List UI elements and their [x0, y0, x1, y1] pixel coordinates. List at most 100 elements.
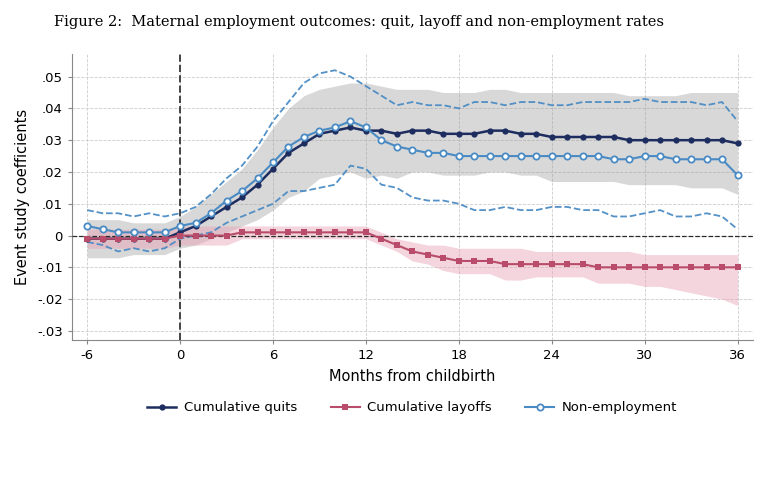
Cumulative layoffs	[423, 251, 432, 257]
Cumulative quits	[671, 137, 680, 143]
Cumulative quits	[346, 124, 355, 130]
Line: Cumulative layoffs: Cumulative layoffs	[84, 229, 740, 271]
Cumulative layoffs	[315, 229, 324, 235]
Non-employment	[594, 153, 603, 159]
Non-employment	[377, 137, 386, 143]
Non-employment	[470, 153, 479, 159]
Cumulative quits	[470, 131, 479, 137]
Cumulative layoffs	[160, 236, 169, 242]
Non-employment	[733, 172, 742, 178]
Cumulative layoffs	[717, 264, 727, 270]
Cumulative quits	[501, 128, 510, 134]
Cumulative layoffs	[377, 236, 386, 242]
Cumulative layoffs	[268, 229, 277, 235]
Cumulative layoffs	[609, 264, 618, 270]
Cumulative quits	[315, 131, 324, 137]
Cumulative layoffs	[702, 264, 711, 270]
Cumulative layoffs	[98, 236, 108, 242]
Non-employment	[640, 153, 649, 159]
Non-employment	[531, 153, 541, 159]
Cumulative quits	[377, 128, 386, 134]
Cumulative quits	[640, 137, 649, 143]
Cumulative layoffs	[656, 264, 665, 270]
Cumulative layoffs	[361, 229, 370, 235]
Non-employment	[501, 153, 510, 159]
Cumulative quits	[624, 137, 634, 143]
Cumulative layoffs	[300, 229, 309, 235]
Cumulative quits	[300, 140, 309, 146]
Cumulative quits	[485, 128, 495, 134]
Cumulative quits	[687, 137, 696, 143]
Cumulative layoffs	[547, 261, 556, 267]
Non-employment	[114, 229, 123, 235]
Cumulative quits	[284, 150, 293, 156]
Cumulative layoffs	[408, 248, 417, 254]
Cumulative quits	[563, 134, 572, 140]
Cumulative layoffs	[501, 261, 510, 267]
Cumulative quits	[129, 236, 138, 242]
Cumulative layoffs	[687, 264, 696, 270]
Cumulative quits	[609, 134, 618, 140]
Non-employment	[454, 153, 463, 159]
Non-employment	[144, 229, 154, 235]
Non-employment	[207, 211, 216, 216]
Cumulative layoffs	[129, 236, 138, 242]
Cumulative quits	[160, 236, 169, 242]
Non-employment	[687, 156, 696, 162]
Cumulative layoffs	[284, 229, 293, 235]
Non-employment	[609, 156, 618, 162]
Non-employment	[222, 198, 231, 204]
Cumulative quits	[222, 204, 231, 210]
Non-employment	[253, 175, 262, 181]
Non-employment	[98, 226, 108, 232]
Non-employment	[624, 156, 634, 162]
Cumulative layoffs	[207, 233, 216, 239]
Cumulative layoffs	[640, 264, 649, 270]
Cumulative quits	[423, 128, 432, 134]
Cumulative layoffs	[733, 264, 742, 270]
Non-employment	[315, 128, 324, 134]
Non-employment	[300, 134, 309, 140]
Cumulative layoffs	[594, 264, 603, 270]
Legend: Cumulative quits, Cumulative layoffs, Non-employment: Cumulative quits, Cumulative layoffs, No…	[142, 396, 683, 420]
Cumulative quits	[408, 128, 417, 134]
Cumulative quits	[176, 229, 185, 235]
Non-employment	[439, 150, 448, 156]
Non-employment	[408, 147, 417, 153]
Cumulative quits	[253, 182, 262, 187]
Cumulative quits	[83, 236, 92, 242]
Non-employment	[485, 153, 495, 159]
Cumulative quits	[237, 194, 247, 200]
Cumulative layoffs	[176, 233, 185, 239]
Cumulative quits	[268, 166, 277, 172]
Cumulative quits	[594, 134, 603, 140]
Cumulative quits	[144, 236, 154, 242]
Cumulative quits	[656, 137, 665, 143]
Cumulative layoffs	[191, 233, 200, 239]
Cumulative layoffs	[671, 264, 680, 270]
Non-employment	[702, 156, 711, 162]
Non-employment	[361, 124, 370, 130]
Non-employment	[563, 153, 572, 159]
Cumulative layoffs	[222, 233, 231, 239]
Cumulative quits	[392, 131, 402, 137]
Non-employment	[330, 124, 339, 130]
Non-employment	[578, 153, 588, 159]
Non-employment	[176, 223, 185, 229]
Cumulative quits	[578, 134, 588, 140]
Non-employment	[671, 156, 680, 162]
Cumulative layoffs	[624, 264, 634, 270]
Cumulative layoffs	[237, 229, 247, 235]
Line: Cumulative quits: Cumulative quits	[84, 124, 740, 242]
Cumulative layoffs	[563, 261, 572, 267]
Non-employment	[129, 229, 138, 235]
Cumulative layoffs	[516, 261, 525, 267]
Non-employment	[83, 223, 92, 229]
Non-employment	[160, 229, 169, 235]
Non-employment	[392, 144, 402, 150]
Cumulative quits	[531, 131, 541, 137]
Cumulative quits	[191, 223, 200, 229]
Cumulative layoffs	[392, 242, 402, 248]
X-axis label: Months from childbirth: Months from childbirth	[329, 369, 495, 384]
Cumulative quits	[733, 140, 742, 146]
